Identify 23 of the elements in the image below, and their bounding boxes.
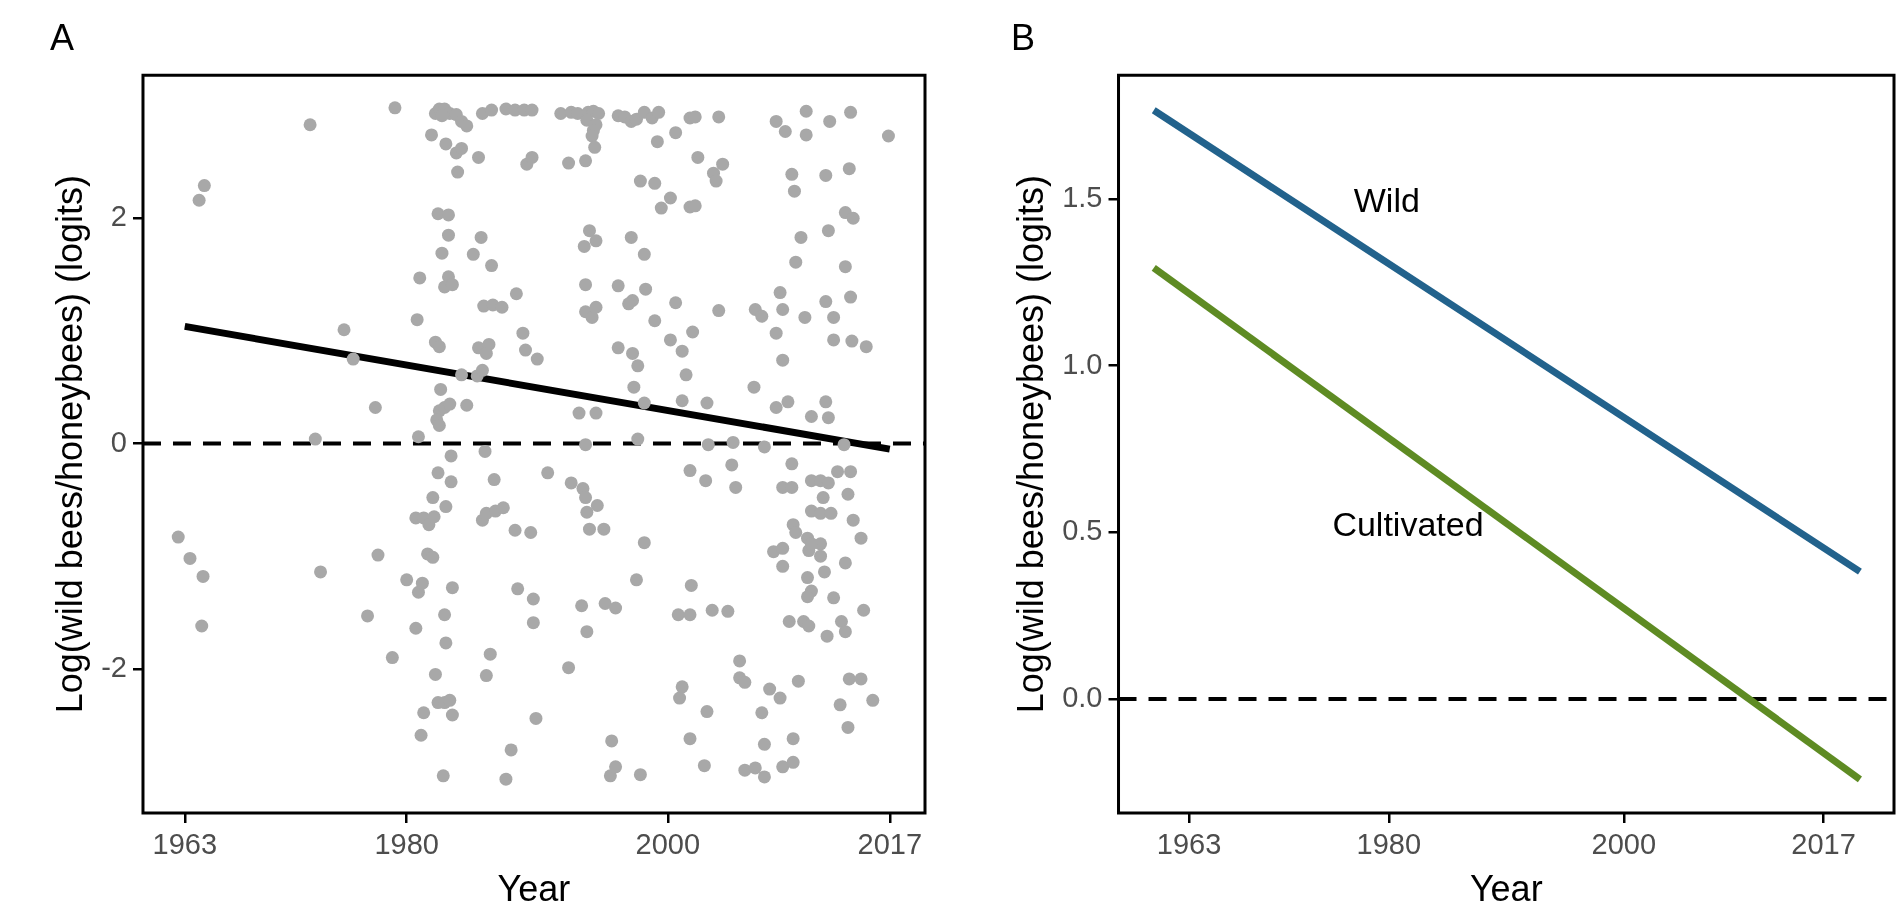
y-tick-label: 2 bbox=[110, 200, 127, 233]
x-tick-label: 1980 bbox=[1356, 828, 1422, 861]
y-tick-label: 0.5 bbox=[1062, 514, 1103, 547]
x-tick-label: 2000 bbox=[635, 828, 701, 861]
x-axis-title: Year bbox=[1469, 868, 1543, 910]
x-tick-label: 2017 bbox=[1791, 828, 1856, 861]
x-tick-label: 1963 bbox=[1156, 828, 1222, 861]
x-tick-label: 1980 bbox=[374, 828, 439, 861]
series-label: Wild bbox=[1353, 180, 1420, 219]
y-tick-label: 1.5 bbox=[1062, 180, 1103, 213]
series-label: Cultivated bbox=[1332, 505, 1484, 544]
y-tick-label: -2 bbox=[101, 650, 127, 683]
x-tick-label: 2017 bbox=[857, 828, 923, 861]
chart-title: A bbox=[50, 16, 75, 58]
x-tick-label: 1963 bbox=[152, 828, 218, 861]
y-tick-label: 1.0 bbox=[1062, 347, 1103, 380]
y-axis-title: Log(wild bees/honeybees) (logits) bbox=[1009, 174, 1051, 714]
y-tick-label: 0 bbox=[110, 425, 127, 458]
y-tick-label: 0.0 bbox=[1062, 680, 1103, 713]
y-axis-title: Log(wild bees/honeybees) (logits) bbox=[48, 174, 90, 714]
x-tick-label: 2000 bbox=[1591, 828, 1657, 861]
x-axis-title: Year bbox=[497, 868, 571, 910]
chart-title: B bbox=[1011, 16, 1036, 58]
